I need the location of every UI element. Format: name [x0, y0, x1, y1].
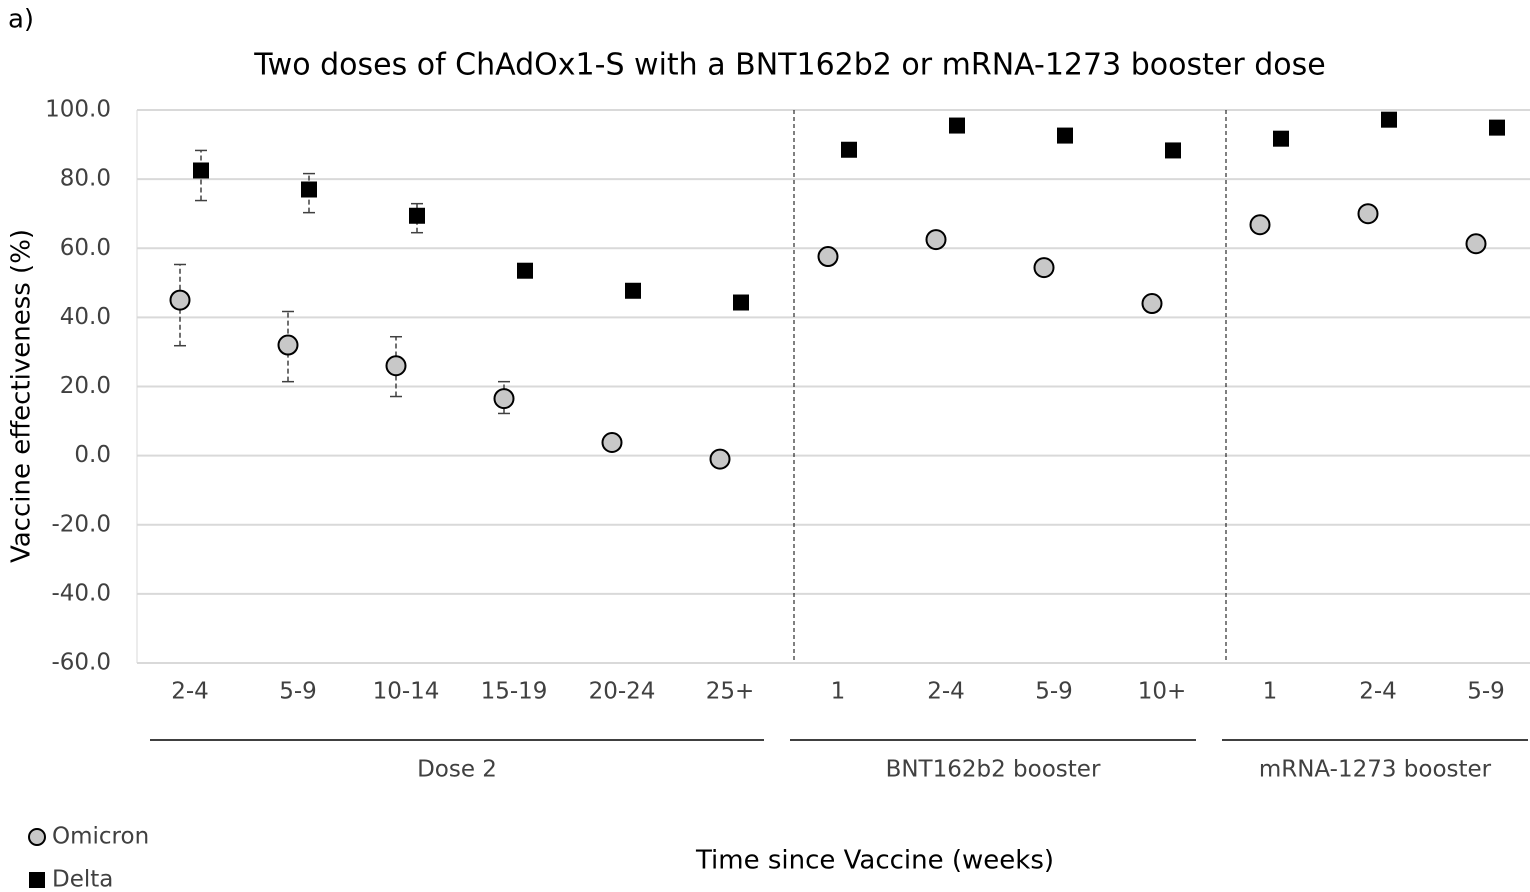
- omicron-point: [709, 448, 731, 470]
- legend-label: Omicron: [52, 824, 149, 850]
- group-label: Dose 2: [417, 757, 497, 783]
- delta-point: [1057, 127, 1073, 144]
- x-tick-label: 10+: [1138, 679, 1187, 705]
- delta-point: [841, 141, 857, 158]
- omicron-point: [1249, 214, 1271, 236]
- omicron-point: [1141, 293, 1163, 315]
- legend-marker: [28, 828, 46, 846]
- y-tick-label: 20.0: [60, 373, 111, 399]
- omicron-point: [925, 229, 947, 251]
- delta-point: [625, 282, 641, 299]
- y-tick-label: -20.0: [51, 511, 111, 537]
- x-tick-label: 25+: [706, 679, 755, 705]
- x-tick-label: 2-4: [171, 679, 209, 705]
- delta-point: [949, 117, 965, 134]
- x-tick-label: 15-19: [481, 679, 548, 705]
- omicron-point: [817, 246, 839, 268]
- omicron-point: [169, 289, 191, 311]
- legend-marker: [29, 872, 45, 888]
- delta-point: [517, 262, 533, 279]
- delta-point: [409, 207, 425, 224]
- y-tick-label: 60.0: [60, 235, 111, 261]
- y-tick-label: 100.0: [45, 97, 111, 123]
- y-tick-label: 80.0: [60, 166, 111, 192]
- x-tick-label: 10-14: [373, 679, 440, 705]
- delta-point: [301, 181, 317, 198]
- omicron-point: [277, 334, 299, 356]
- delta-point: [1381, 111, 1397, 128]
- x-tick-label: 1: [831, 679, 846, 705]
- omicron-point: [601, 431, 623, 453]
- omicron-point: [385, 355, 407, 377]
- legend-label: Delta: [52, 867, 113, 892]
- delta-point: [1489, 119, 1505, 136]
- y-tick-label: -40.0: [51, 580, 111, 606]
- x-tick-label: 2-4: [1359, 679, 1397, 705]
- x-tick-label: 2-4: [927, 679, 965, 705]
- x-tick-label: 5-9: [279, 679, 317, 705]
- delta-point: [1273, 130, 1289, 147]
- y-tick-label: 0.0: [74, 442, 111, 468]
- omicron-point: [1033, 257, 1055, 279]
- x-tick-label: 20-24: [589, 679, 656, 705]
- y-tick-label: 40.0: [60, 304, 111, 330]
- y-tick-label: -60.0: [51, 650, 111, 676]
- omicron-point: [1465, 233, 1487, 255]
- delta-point: [733, 294, 749, 311]
- y-axis-title: Vaccine effectiveness (%): [7, 229, 37, 563]
- x-tick-label: 5-9: [1467, 679, 1505, 705]
- x-tick-label: 5-9: [1035, 679, 1073, 705]
- delta-point: [1165, 142, 1181, 159]
- x-tick-label: 1: [1263, 679, 1278, 705]
- delta-point: [193, 162, 209, 179]
- omicron-point: [1357, 203, 1379, 225]
- group-label: BNT162b2 booster: [886, 757, 1101, 783]
- panel-label: a): [8, 5, 34, 35]
- chart-title: Two doses of ChAdOx1-S with a BNT162b2 o…: [253, 48, 1325, 83]
- group-label: mRNA-1273 booster: [1259, 757, 1492, 783]
- omicron-point: [493, 388, 515, 410]
- x-axis-title: Time since Vaccine (weeks): [695, 846, 1054, 876]
